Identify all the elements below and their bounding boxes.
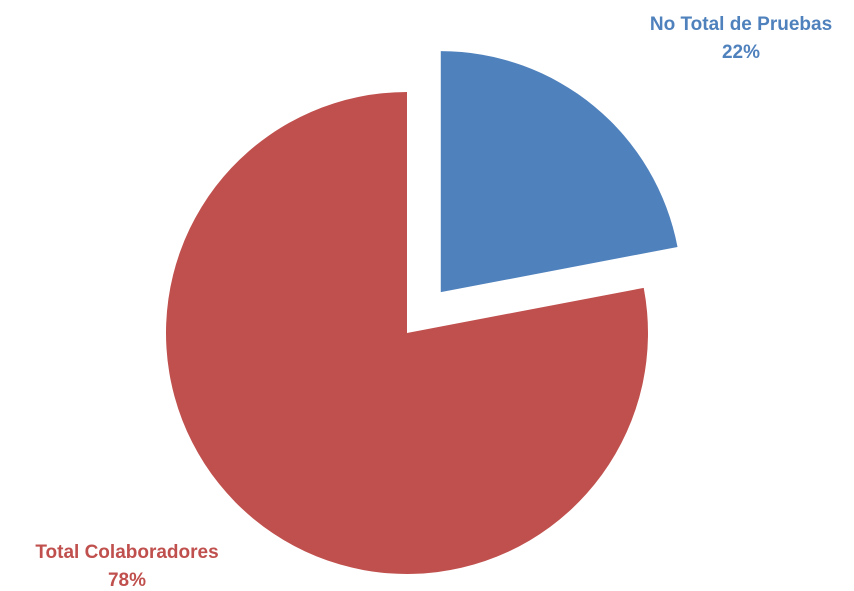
- pie-slice-no-total-de-pruebas: [440, 51, 678, 293]
- slice-name-label: Total Colaboradores: [35, 542, 218, 563]
- pie-slices: [165, 51, 678, 575]
- slice-percent-label: 78%: [108, 570, 146, 591]
- slice-name-label: No Total de Pruebas: [650, 14, 832, 35]
- pie-labels: No Total de Pruebas 22% Total Colaboradore…: [35, 14, 832, 591]
- slice-percent-label: 22%: [722, 42, 760, 63]
- pie-slice-total-colaboradores: [165, 92, 648, 575]
